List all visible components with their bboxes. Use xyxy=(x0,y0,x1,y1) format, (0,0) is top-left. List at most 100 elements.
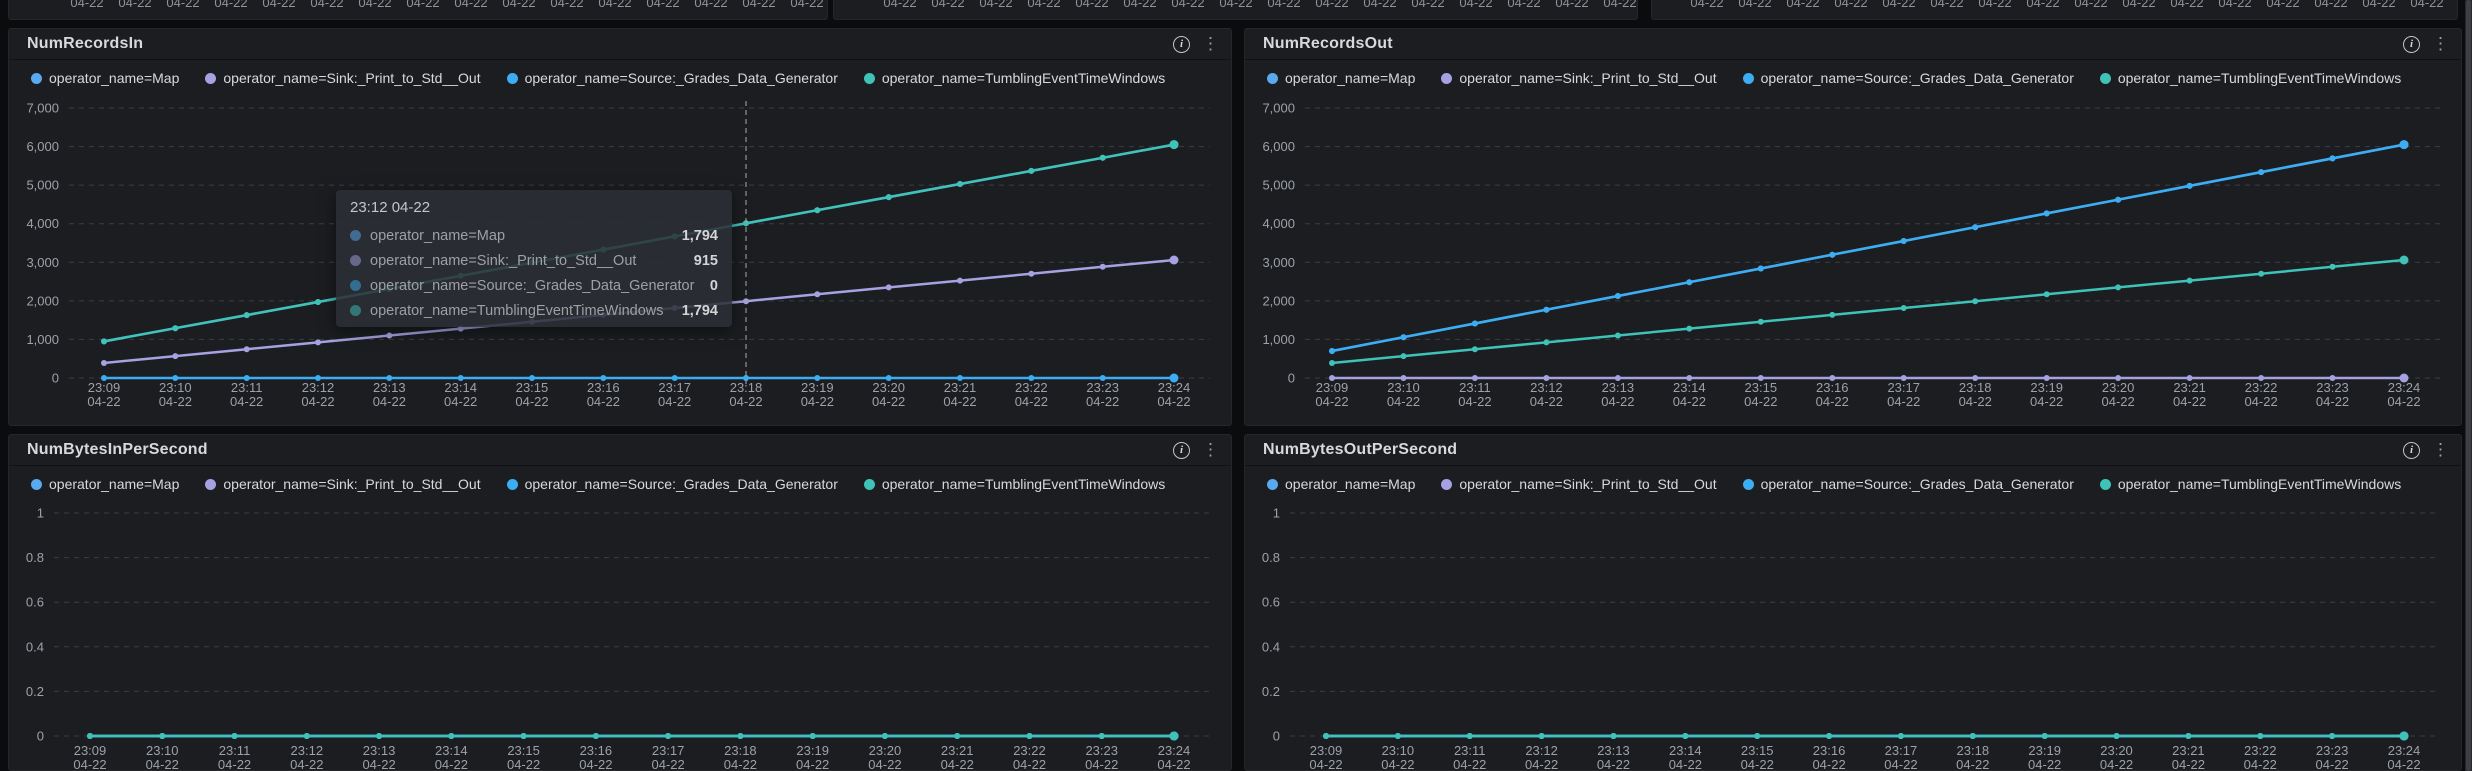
legend-item-tumbling[interactable]: operator_name=TumblingEventTimeWindows xyxy=(863,476,1165,492)
legend-dot xyxy=(1742,478,1754,490)
tooltip-series-value: 1,794 xyxy=(681,227,718,244)
tooltip-series-label: operator_name=Sink:_Print_to_Std__Out xyxy=(370,252,637,269)
series-point xyxy=(1829,375,1836,381)
x-axis-time-label: 23:23 xyxy=(1086,380,1119,395)
x-axis-date-label: 04-22 xyxy=(1555,0,1589,10)
series-point xyxy=(2186,277,2193,284)
series-point xyxy=(1466,733,1473,739)
x-axis-time-label: 23:09 xyxy=(88,380,121,395)
legend-item-sink[interactable]: operator_name=Sink:_Print_to_Std__Out xyxy=(1441,476,1717,492)
legend-item-source[interactable]: operator_name=Source:_Grades_Data_Genera… xyxy=(506,476,838,492)
x-axis-date-label: 04-22 xyxy=(1884,757,1917,771)
x-axis-date-label: 04-22 xyxy=(1458,394,1491,409)
x-axis-time-label: 23:10 xyxy=(159,380,192,395)
panel-menu-icon[interactable]: ⋮ xyxy=(2432,440,2449,459)
tooltip-series-dot xyxy=(350,280,361,291)
y-axis-label: 3,000 xyxy=(26,255,59,270)
x-axis-date-label: 04-22 xyxy=(1834,0,1868,10)
tooltip-timestamp: 23:12 04-22 xyxy=(350,199,431,216)
x-axis-date-label: 04-22 xyxy=(301,394,334,409)
x-axis-time-label: 23:17 xyxy=(652,743,685,758)
x-axis-date-label: 04-22 xyxy=(550,0,584,10)
x-axis-date-label: 04-22 xyxy=(159,394,192,409)
tooltip-series-dot xyxy=(350,230,361,241)
clipped-panel-axis: 04-22 04-22 04-22 04-22 04-22 04-22 04-22 04-22… xyxy=(1651,0,2458,20)
x-axis-time-label: 23:19 xyxy=(801,380,834,395)
panel-menu-icon[interactable]: ⋮ xyxy=(1202,34,1219,53)
series-point xyxy=(957,181,963,187)
x-axis-date-label: 04-22 xyxy=(358,0,392,10)
y-axis-label: 0.4 xyxy=(26,639,44,654)
x-axis-time-label: 23:15 xyxy=(1745,380,1778,395)
panel-title[interactable]: NumRecordsIn xyxy=(27,35,144,52)
legend-item-source[interactable]: operator_name=Source:_Grades_Data_Genera… xyxy=(1742,476,2074,492)
plot-area[interactable]: 1 0.8 0.6 0.4 0.2 0 23:09 04-22 23:10 04-22 23:11 0… xyxy=(9,435,1231,771)
series-point xyxy=(315,339,321,346)
x-axis-time-label: 23:22 xyxy=(1013,743,1046,758)
panel-menu-icon[interactable]: ⋮ xyxy=(2432,34,2449,53)
x-axis-time-label: 23:16 xyxy=(1816,380,1849,395)
series-point xyxy=(1400,334,1407,341)
series-point xyxy=(1543,339,1550,346)
x-axis-date-label: 04-22 xyxy=(1267,0,1301,10)
page-scrollbar[interactable] xyxy=(2465,0,2472,771)
x-axis-date-label: 04-22 xyxy=(2410,0,2444,10)
series-point xyxy=(2329,375,2336,381)
y-axis-label: 7,000 xyxy=(26,101,59,116)
x-axis-date-label: 04-22 xyxy=(931,0,965,10)
series-point xyxy=(2043,291,2050,298)
x-axis-date-label: 04-22 xyxy=(742,0,776,10)
legend-item-tumbling[interactable]: operator_name=TumblingEventTimeWindows xyxy=(2099,476,2401,492)
panel-menu-icon[interactable]: ⋮ xyxy=(1202,440,1219,459)
info-icon[interactable]: i xyxy=(1173,35,1190,53)
x-axis-date-label: 04-22 xyxy=(1882,0,1916,10)
x-axis-date-label: 04-22 xyxy=(1978,0,2012,10)
series-point xyxy=(1972,224,1979,231)
panel-title[interactable]: NumBytesOutPerSecond xyxy=(1263,441,1458,458)
series-point xyxy=(2043,210,2050,217)
x-axis-time-label: 23:24 xyxy=(2388,380,2421,395)
legend-item-map[interactable]: operator_name=Map xyxy=(1267,70,1415,86)
x-axis-time-label: 23:18 xyxy=(1957,743,1990,758)
series-point xyxy=(1900,238,1907,244)
legend-item-sink[interactable]: operator_name=Sink:_Print_to_Std__Out xyxy=(205,70,481,86)
x-axis-time-label: 23:20 xyxy=(2100,743,2133,758)
info-icon[interactable]: i xyxy=(1173,441,1190,459)
x-axis-date-label: 04-22 xyxy=(444,394,477,409)
x-axis-date-label: 04-22 xyxy=(2028,757,2061,771)
legend-item-map[interactable]: operator_name=Map xyxy=(31,476,179,492)
x-axis-date-label: 04-22 xyxy=(883,0,917,10)
legend-item-source[interactable]: operator_name=Source:_Grades_Data_Genera… xyxy=(506,70,838,86)
legend-dot xyxy=(205,72,217,84)
x-axis-time-label: 23:19 xyxy=(796,743,829,758)
plot-area[interactable]: 1 0.8 0.6 0.4 0.2 0 23:09 04-22 23:10 04-22 23:11 0… xyxy=(1245,435,2461,771)
y-axis-label: 0 xyxy=(1273,729,1280,744)
x-axis-date-label: 04-22 xyxy=(2316,757,2349,771)
scrollbar-thumb[interactable] xyxy=(2466,0,2471,771)
series-point xyxy=(1329,348,1335,354)
legend-item-tumbling[interactable]: operator_name=TumblingEventTimeWindows xyxy=(863,70,1165,86)
x-axis-date-label: 04-22 xyxy=(2244,394,2277,409)
series-point xyxy=(885,375,892,381)
legend-item-sink[interactable]: operator_name=Sink:_Print_to_Std__Out xyxy=(1441,70,1717,86)
x-axis-time-label: 23:10 xyxy=(1387,380,1420,395)
series-point xyxy=(1686,325,1693,332)
legend-item-source[interactable]: operator_name=Source:_Grades_Data_Genera… xyxy=(1742,70,2074,86)
series-point xyxy=(592,733,599,739)
legend-item-sink[interactable]: operator_name=Sink:_Print_to_Std__Out xyxy=(205,476,481,492)
series-point xyxy=(743,220,749,227)
info-icon[interactable]: i xyxy=(2403,441,2420,459)
info-icon[interactable]: i xyxy=(2403,35,2420,53)
chart-svg: 10.80.60.40.2023:0904-2223:1004-2223:110… xyxy=(1262,506,2440,771)
series-point xyxy=(1471,375,1478,381)
legend-item-tumbling[interactable]: operator_name=TumblingEventTimeWindows xyxy=(2099,70,2401,86)
x-axis-date-label: 04-22 xyxy=(214,0,248,10)
x-axis-time-label: 23:10 xyxy=(1382,743,1415,758)
series-point xyxy=(665,733,672,739)
plot-area[interactable]: 7,000 6,000 5,000 4,000 3,000 2,000 1,000 0 23:0… xyxy=(1245,29,2461,425)
x-axis-date-label: 04-22 xyxy=(796,757,829,771)
legend-item-map[interactable]: operator_name=Map xyxy=(1267,476,1415,492)
panel-title[interactable]: NumRecordsOut xyxy=(1263,35,1393,52)
panel-title[interactable]: NumBytesInPerSecond xyxy=(27,441,208,458)
legend-item-map[interactable]: operator_name=Map xyxy=(31,70,179,86)
